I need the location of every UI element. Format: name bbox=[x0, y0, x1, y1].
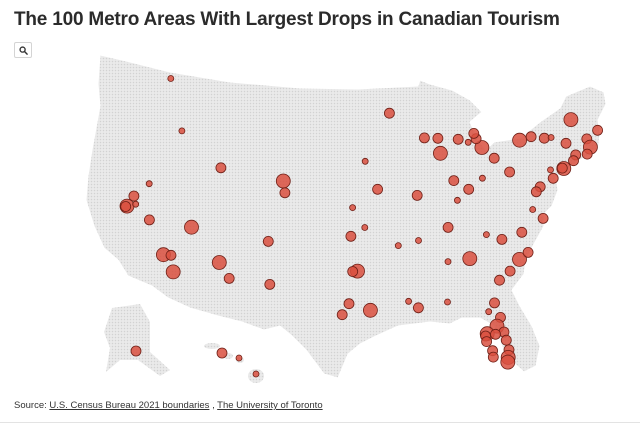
metro-marker[interactable] bbox=[145, 180, 153, 188]
metro-marker[interactable] bbox=[482, 231, 490, 239]
metro-marker[interactable] bbox=[560, 137, 572, 149]
metro-marker[interactable] bbox=[405, 297, 413, 305]
metro-marker[interactable] bbox=[178, 127, 186, 135]
metro-marker[interactable] bbox=[128, 190, 140, 202]
metro-marker[interactable] bbox=[547, 134, 555, 141]
metro-marker[interactable] bbox=[581, 148, 593, 160]
metro-marker[interactable] bbox=[494, 274, 505, 286]
metro-marker[interactable] bbox=[215, 162, 227, 174]
metro-marker[interactable] bbox=[522, 246, 534, 258]
metro-marker[interactable] bbox=[474, 140, 490, 155]
metro-marker[interactable] bbox=[132, 200, 140, 208]
metro-marker[interactable] bbox=[485, 308, 493, 316]
metro-marker[interactable] bbox=[444, 258, 452, 266]
metro-marker[interactable] bbox=[537, 212, 549, 224]
metro-marker[interactable] bbox=[512, 251, 527, 267]
metro-marker[interactable] bbox=[372, 183, 384, 195]
search-button[interactable] bbox=[14, 42, 32, 58]
source-note: Source: U.S. Census Bureau 2021 boundari… bbox=[14, 400, 323, 411]
metro-marker[interactable] bbox=[488, 152, 500, 164]
search-icon bbox=[18, 45, 28, 55]
metro-marker[interactable] bbox=[563, 112, 579, 127]
metro-marker[interactable] bbox=[468, 127, 480, 139]
metro-marker[interactable] bbox=[464, 138, 472, 146]
metro-marker[interactable] bbox=[487, 351, 499, 363]
metro-marker[interactable] bbox=[252, 370, 260, 378]
metro-marker[interactable] bbox=[525, 131, 537, 143]
metro-marker[interactable] bbox=[592, 124, 603, 136]
metro-marker[interactable] bbox=[143, 214, 155, 226]
metro-marker[interactable] bbox=[362, 302, 378, 318]
metro-marker[interactable] bbox=[349, 204, 357, 212]
metro-marker[interactable] bbox=[462, 251, 478, 267]
metro-marker[interactable] bbox=[512, 132, 527, 148]
metro-marker[interactable] bbox=[235, 354, 243, 362]
metro-marker[interactable] bbox=[167, 75, 175, 82]
metro-marker[interactable] bbox=[165, 264, 181, 280]
metro-marker[interactable] bbox=[336, 309, 348, 321]
page-title: The 100 Metro Areas With Largest Drops i… bbox=[14, 9, 560, 30]
metro-marker[interactable] bbox=[223, 272, 235, 284]
metro-marker[interactable] bbox=[361, 224, 369, 231]
metro-marker[interactable] bbox=[496, 233, 508, 245]
metro-marker[interactable] bbox=[262, 235, 274, 247]
metro-marker[interactable] bbox=[504, 166, 516, 178]
land-layer bbox=[85, 55, 607, 383]
metro-marker[interactable] bbox=[504, 265, 516, 277]
metro-marker[interactable] bbox=[463, 183, 475, 195]
metro-marker[interactable] bbox=[432, 132, 444, 144]
metro-marker[interactable] bbox=[452, 133, 464, 145]
metro-marker[interactable] bbox=[264, 278, 276, 290]
metro-marker[interactable] bbox=[412, 302, 424, 314]
metro-marker[interactable] bbox=[529, 206, 537, 213]
metro-marker[interactable] bbox=[279, 187, 291, 199]
metro-marker[interactable] bbox=[383, 107, 395, 119]
contiguous-us-shape bbox=[85, 55, 607, 379]
alaska-shape bbox=[104, 304, 170, 376]
metro-marker[interactable] bbox=[411, 189, 423, 201]
metro-marker[interactable] bbox=[500, 334, 512, 346]
metro-marker[interactable] bbox=[481, 336, 493, 348]
metro-marker[interactable] bbox=[184, 219, 199, 235]
metro-marker[interactable] bbox=[432, 145, 448, 161]
metro-marker[interactable] bbox=[343, 298, 355, 310]
metro-marker[interactable] bbox=[275, 173, 291, 189]
metro-marker[interactable] bbox=[453, 196, 461, 204]
metro-marker[interactable] bbox=[547, 166, 554, 174]
metro-marker[interactable] bbox=[568, 155, 579, 167]
metro-marker[interactable] bbox=[216, 347, 228, 359]
metro-marker[interactable] bbox=[547, 172, 559, 184]
metro-marker[interactable] bbox=[448, 175, 460, 187]
metro-marker[interactable] bbox=[490, 328, 501, 340]
metro-marker[interactable] bbox=[478, 174, 486, 182]
metro-marker[interactable] bbox=[489, 297, 500, 309]
metro-marker[interactable] bbox=[347, 266, 359, 277]
metro-marker[interactable] bbox=[530, 186, 542, 198]
metro-marker[interactable] bbox=[415, 237, 422, 244]
metro-marker[interactable] bbox=[130, 345, 142, 357]
metro-marker[interactable] bbox=[444, 298, 451, 306]
census-link[interactable]: U.S. Census Bureau 2021 boundaries bbox=[49, 400, 210, 411]
metro-marker[interactable] bbox=[418, 132, 430, 144]
metro-marker[interactable] bbox=[500, 354, 516, 370]
metro-marker[interactable] bbox=[165, 249, 177, 261]
metro-marker[interactable] bbox=[120, 201, 132, 212]
metro-marker[interactable] bbox=[345, 230, 357, 242]
metro-marker[interactable] bbox=[361, 157, 369, 165]
source-separator: , bbox=[212, 400, 215, 411]
source-label: Source: bbox=[14, 400, 47, 411]
metro-marker[interactable] bbox=[516, 226, 528, 238]
metro-marker[interactable] bbox=[556, 162, 568, 174]
map-canvas[interactable] bbox=[0, 55, 640, 395]
bottom-divider bbox=[0, 422, 640, 423]
metro-markers bbox=[119, 75, 603, 378]
metro-marker[interactable] bbox=[211, 255, 227, 270]
metro-marker[interactable] bbox=[394, 242, 402, 250]
toronto-link[interactable]: The University of Toronto bbox=[217, 400, 323, 411]
hawaii-shape bbox=[204, 343, 264, 383]
metro-marker[interactable] bbox=[442, 221, 454, 233]
